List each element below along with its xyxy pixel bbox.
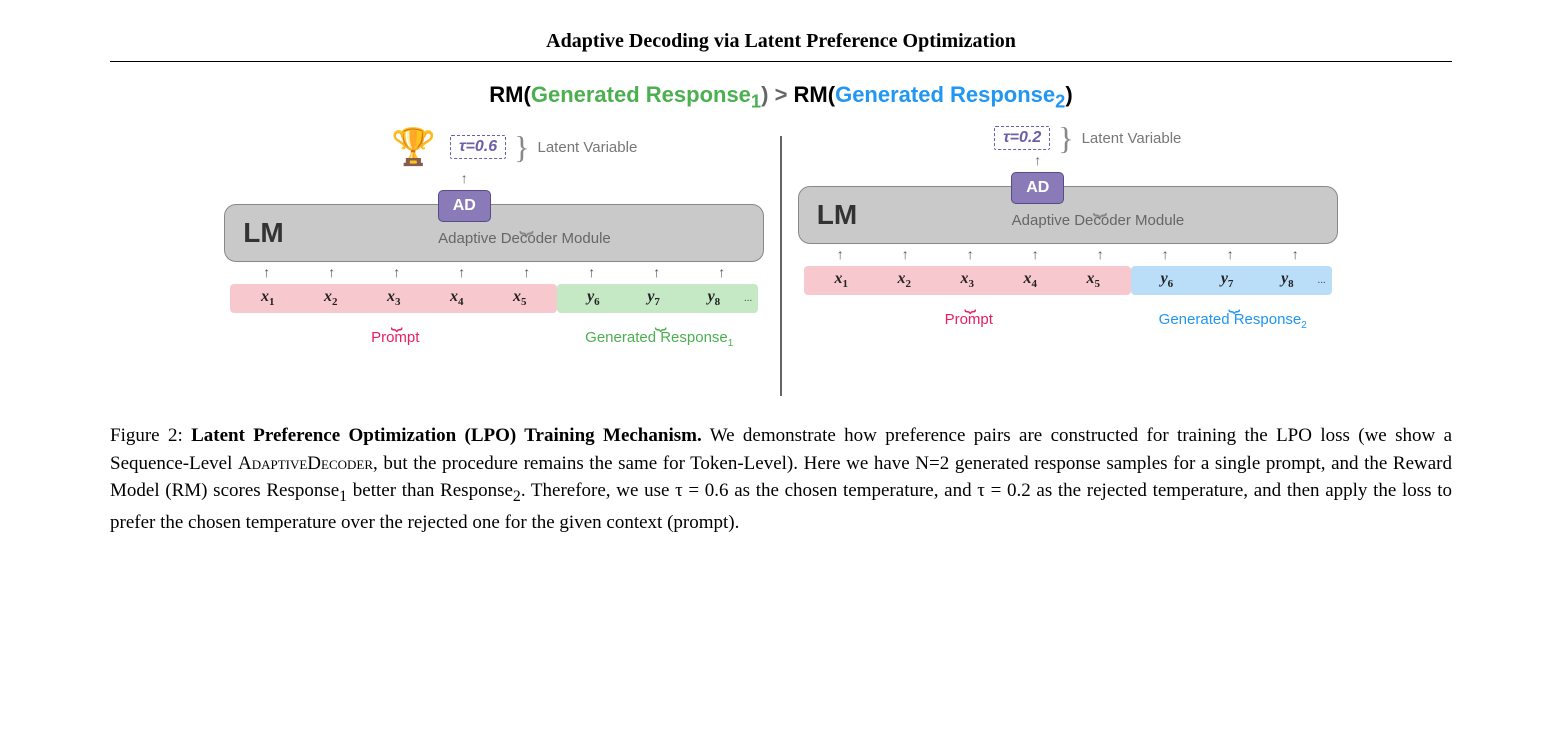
figure-caption: Figure 2: Latent Preference Optimization… xyxy=(110,422,1452,536)
latent-row-left: 🏆 τ=0.6 } Latent Variable xyxy=(244,126,784,168)
tau-box-left: τ=0.6 xyxy=(450,135,506,159)
rm-prefix-1: RM( xyxy=(489,82,531,107)
greater-than: ) > xyxy=(761,82,793,107)
adaptive-decoder-smallcaps: AdaptiveDecoder xyxy=(238,453,373,474)
panel-left: 🏆 τ=0.6 } Latent Variable ↑ AD LM ⏟ Adap… xyxy=(224,126,764,345)
ad-module-box: AD xyxy=(1011,172,1064,204)
tokens-row-left: x1 x2 x3 x4 x5 y6 y7 y8 ... xyxy=(224,284,764,312)
figure-number: Figure 2: xyxy=(110,425,191,446)
latent-variable-label: Latent Variable xyxy=(538,139,638,156)
tau-box-right: τ=0.2 xyxy=(994,126,1050,150)
generated-response-1-label: Generated Response1 xyxy=(531,82,761,107)
adaptive-decoder-module-label: Adaptive Decoder Module xyxy=(304,230,746,247)
tokens-row-right: x1 x2 x3 x4 x5 y6 y7 y8 ... xyxy=(798,266,1338,294)
panel-right: τ=0.2 } Latent Variable ↑ AD LM ⏟ Adapti… xyxy=(798,126,1338,327)
generated-response-2-label: Generated Response2 xyxy=(835,82,1065,107)
brace-icon: ⏟ xyxy=(1228,291,1237,313)
arrow-up-icon: ↑ xyxy=(768,154,1308,170)
brace-icon: ⏟ xyxy=(964,291,973,313)
under-braces-right: ⏟ Prompt ⏟ Generated Response2 xyxy=(798,297,1338,328)
prompt-label: Prompt xyxy=(230,334,560,342)
rm-prefix-2: RM( xyxy=(794,82,836,107)
latent-row-right: τ=0.2 } Latent Variable xyxy=(818,126,1358,150)
rm-suffix: ) xyxy=(1065,82,1072,107)
brace-icon: } xyxy=(514,138,529,157)
brace-icon: ⏟ xyxy=(655,309,664,331)
prompt-label: Prompt xyxy=(804,316,1134,324)
caption-title: Latent Preference Optimization (LPO) Tra… xyxy=(191,425,702,446)
under-braces-left: ⏟ Prompt ⏟ Generated Response1 xyxy=(224,315,764,346)
ad-module-box: AD xyxy=(438,190,491,222)
trophy-icon: 🏆 xyxy=(391,126,436,168)
brace-icon: } xyxy=(1058,129,1073,148)
brace-icon: ⏟ xyxy=(391,309,400,331)
paper-title: Adaptive Decoding via Latent Preference … xyxy=(110,30,1452,62)
input-arrows-right: ↑↑↑↑↑↑↑↑ xyxy=(798,244,1338,266)
diagram-row: 🏆 τ=0.6 } Latent Variable ↑ AD LM ⏟ Adap… xyxy=(110,126,1452,396)
adaptive-decoder-module-label: Adaptive Decoder Module xyxy=(877,212,1319,229)
arrow-up-icon: ↑ xyxy=(194,172,734,188)
generated-response-label-left: Generated Response1 xyxy=(560,334,758,346)
latent-variable-label: Latent Variable xyxy=(1082,130,1182,147)
generated-response-label-right: Generated Response2 xyxy=(1134,316,1332,328)
rm-comparison-header: RM(Generated Response1) > RM(Generated R… xyxy=(110,82,1452,112)
input-arrows-left: ↑↑↑↑↑↑↑↑ xyxy=(224,262,764,284)
